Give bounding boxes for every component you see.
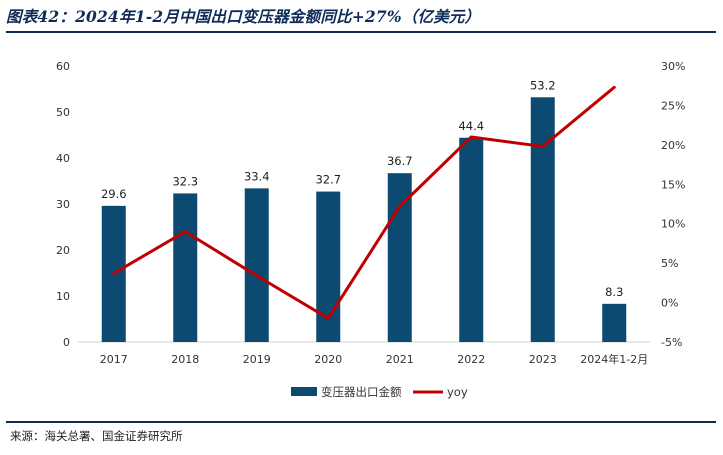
left-tick-label: 50 bbox=[56, 106, 70, 119]
left-tick-label: 10 bbox=[56, 290, 70, 303]
bar-data-label: 36.7 bbox=[387, 154, 413, 168]
bar-data-label: 44.4 bbox=[458, 119, 484, 133]
x-axis-ticks: 2017 2018 2019 2020 2021 2022 2023 2024年1-2月 bbox=[100, 352, 648, 366]
bar-data-labels: 29.6 32.3 33.4 32.7 36.7 44.4 53.2 8.3 bbox=[101, 78, 623, 299]
right-tick-label: 30% bbox=[661, 60, 685, 73]
title-rule bbox=[6, 31, 716, 33]
right-tick-label: 15% bbox=[661, 178, 685, 191]
left-tick-label: 20 bbox=[56, 244, 70, 257]
bar bbox=[602, 303, 627, 342]
bar bbox=[459, 137, 484, 342]
bar-data-label: 33.4 bbox=[244, 169, 270, 183]
source-note: 来源：海关总署、国金证券研究所 bbox=[10, 429, 183, 443]
chart-title: 图表42：2024年1-2月中国出口变压器金额同比+27%（亿美元） bbox=[6, 7, 481, 26]
left-tick-label: 0 bbox=[63, 336, 70, 349]
legend: 变压器出口金额 yoy bbox=[291, 385, 468, 399]
x-tick-label: 2020 bbox=[314, 353, 342, 366]
bar bbox=[387, 173, 412, 342]
bar-data-label: 32.7 bbox=[315, 173, 341, 187]
x-tick-label: 2018 bbox=[171, 353, 199, 366]
right-tick-label: 25% bbox=[661, 99, 685, 112]
x-tick-label: 2021 bbox=[386, 353, 414, 366]
x-tick-label: 2022 bbox=[457, 353, 485, 366]
left-axis-ticks: 0 10 20 30 40 50 60 bbox=[56, 60, 70, 349]
footer-rule bbox=[6, 421, 716, 423]
left-tick-label: 40 bbox=[56, 152, 70, 165]
bar-data-label: 8.3 bbox=[605, 285, 623, 299]
bar-series bbox=[101, 97, 627, 342]
right-tick-label: 5% bbox=[661, 257, 678, 270]
right-axis-ticks: -5% 0% 5% 10% 15% 20% 25% 30% bbox=[661, 60, 685, 349]
right-tick-label: -5% bbox=[661, 336, 682, 349]
left-tick-label: 60 bbox=[56, 60, 70, 73]
x-tick-label: 2017 bbox=[100, 353, 128, 366]
right-tick-label: 20% bbox=[661, 139, 685, 152]
bar bbox=[173, 193, 198, 342]
legend-label-bars: 变压器出口金额 bbox=[321, 385, 402, 399]
left-tick-label: 30 bbox=[56, 198, 70, 211]
legend-swatch-bars bbox=[291, 387, 317, 396]
right-tick-label: 0% bbox=[661, 297, 678, 310]
yoy-line bbox=[112, 85, 616, 320]
bar bbox=[244, 188, 269, 342]
bar-data-label: 29.6 bbox=[101, 187, 127, 201]
bar-data-label: 53.2 bbox=[530, 78, 556, 92]
x-tick-label: 2024年1-2月 bbox=[580, 352, 648, 366]
right-tick-label: 10% bbox=[661, 218, 685, 231]
bar-data-label: 32.3 bbox=[172, 174, 198, 188]
bar bbox=[530, 97, 555, 342]
legend-label-line: yoy bbox=[447, 385, 468, 399]
x-tick-label: 2023 bbox=[529, 353, 557, 366]
x-tick-label: 2019 bbox=[243, 353, 271, 366]
